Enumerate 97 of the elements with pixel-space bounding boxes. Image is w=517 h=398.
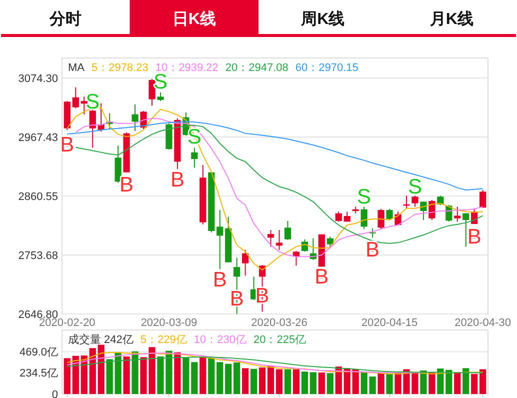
x-tick-label: 2020-04-30	[454, 317, 511, 329]
candlestick	[335, 211, 342, 222]
bar	[258, 368, 266, 394]
series-label: 20：225亿	[254, 334, 306, 346]
y-tick-label: 234.5亿	[19, 368, 58, 380]
bar	[420, 370, 427, 394]
candlestick	[369, 228, 376, 238]
bar	[301, 372, 308, 394]
candlestick	[326, 236, 334, 249]
bar	[326, 373, 334, 394]
bar	[216, 362, 224, 394]
text: B	[467, 225, 482, 248]
candlestick	[267, 229, 274, 248]
candlestick	[420, 201, 427, 220]
bar	[276, 369, 283, 394]
text: B	[314, 266, 329, 289]
candlestick	[216, 209, 224, 270]
bar	[182, 357, 190, 394]
y-tick-label: 0	[52, 388, 58, 398]
text: 60：2970.15	[295, 62, 358, 74]
bar	[454, 372, 461, 394]
series-label: 10：230亿	[194, 334, 246, 346]
bar	[200, 356, 206, 394]
candlestick	[360, 206, 368, 230]
bar	[114, 352, 122, 394]
x-tick-label: 2020-04-15	[361, 317, 418, 329]
series-label: B	[170, 168, 184, 192]
candlestick	[89, 108, 96, 148]
bar	[267, 366, 274, 394]
legend-title: 成交量 242亿	[68, 333, 134, 346]
bar	[242, 368, 249, 394]
tab[interactable]: 分时	[49, 11, 82, 28]
text: 20：2947.08	[225, 62, 288, 74]
tab[interactable]: 日K线	[130, 0, 258, 36]
y-tick-label: 469.0亿	[19, 346, 58, 359]
y-tick-label: 2753.68	[18, 250, 58, 262]
line-series	[66, 352, 424, 374]
bar	[352, 369, 359, 394]
bar	[64, 358, 70, 394]
bar	[191, 362, 198, 394]
bar	[72, 356, 79, 394]
candlestick	[80, 96, 88, 115]
bar	[234, 362, 240, 394]
y-tick-label: 2967.43	[18, 132, 58, 144]
candlestick	[284, 220, 292, 240]
candlestick	[386, 208, 393, 220]
bar	[386, 374, 393, 394]
bar	[284, 369, 292, 394]
text: B	[212, 268, 227, 292]
line-series	[66, 356, 484, 374]
tab[interactable]: 月K线	[430, 11, 474, 28]
bar	[462, 368, 470, 394]
bar	[446, 370, 452, 394]
text: S	[408, 175, 422, 198]
candlestick	[480, 190, 486, 208]
text: B	[60, 134, 74, 157]
bar	[123, 356, 130, 394]
bar	[174, 352, 181, 394]
text: B	[366, 238, 380, 262]
candlestick	[72, 86, 79, 109]
bar	[428, 372, 436, 394]
bar	[80, 355, 88, 394]
bar	[106, 359, 113, 394]
legend-title: MA	[68, 62, 86, 74]
candlestick	[462, 212, 470, 248]
candlestick	[454, 206, 461, 222]
bar	[98, 344, 104, 394]
bar	[378, 373, 384, 394]
x-tick-label: 2020-02-20	[39, 317, 96, 329]
candlestick	[242, 249, 249, 276]
bar	[318, 372, 325, 394]
tab[interactable]: 周K线	[301, 11, 345, 28]
candlestick	[148, 78, 156, 106]
text: B	[120, 173, 134, 196]
bar	[310, 372, 316, 394]
x-tick-label: 2020-03-09	[140, 317, 198, 329]
text: 5：2978.23	[92, 62, 148, 74]
bar	[480, 369, 486, 394]
bar	[132, 351, 138, 394]
bar	[437, 368, 444, 394]
series-label: 5：229亿	[140, 334, 187, 346]
candlestick	[412, 195, 418, 208]
series-label: S	[357, 186, 372, 209]
bar	[471, 374, 478, 394]
x-tick-label: 2020-03-26	[251, 317, 308, 329]
bar	[89, 348, 96, 394]
candlestick	[378, 208, 384, 230]
bar	[225, 364, 232, 394]
candlestick	[276, 229, 283, 250]
bar	[250, 368, 258, 394]
y-tick-label: 2860.55	[18, 190, 58, 203]
bar	[292, 369, 300, 394]
bar	[208, 358, 215, 394]
bar	[344, 368, 350, 394]
y-tick-label: 3074.30	[18, 72, 58, 85]
candlestick	[191, 147, 198, 168]
candlestick	[132, 104, 138, 132]
